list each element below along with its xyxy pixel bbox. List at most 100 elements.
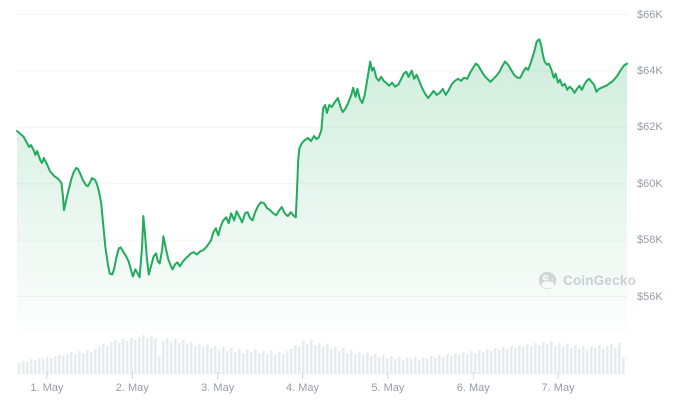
volume-bar — [370, 356, 373, 374]
volume-bar — [574, 345, 577, 374]
volume-bar — [466, 354, 469, 374]
volume-bar — [62, 356, 65, 374]
y-axis-label: $66K — [637, 8, 663, 21]
volume-bar — [530, 346, 533, 374]
volume-bar — [538, 345, 541, 374]
volume-bar — [458, 355, 461, 374]
volume-bar — [106, 346, 109, 374]
volume-bar — [586, 350, 589, 374]
volume-bar — [398, 357, 401, 374]
volume-bar — [146, 338, 149, 374]
price-line — [16, 38, 628, 279]
volume-bar — [270, 351, 273, 374]
volume-bar — [98, 347, 101, 374]
volume-bar — [510, 346, 513, 374]
volume-bar — [502, 347, 505, 374]
volume-bar — [394, 359, 397, 374]
volume-bar — [558, 343, 561, 374]
volume-bar — [138, 337, 141, 374]
volume-bar — [246, 350, 249, 374]
volume-bar — [234, 352, 237, 374]
volume-bar — [286, 351, 289, 374]
volume-bar — [258, 353, 261, 374]
volume-bar — [306, 344, 309, 374]
volume-bar — [326, 344, 329, 374]
volume-bar — [154, 339, 157, 374]
volume-bar — [622, 357, 625, 374]
volume-bar — [450, 356, 453, 374]
volume-bar — [322, 347, 325, 374]
volume-bar — [442, 357, 445, 374]
volume-bar — [162, 341, 165, 374]
volume-bar — [454, 353, 457, 374]
volume-bar — [210, 348, 213, 374]
volume-bar — [94, 349, 97, 374]
volume-bar — [206, 345, 209, 374]
volume-bar — [130, 338, 133, 374]
volume-bar — [570, 348, 573, 374]
volume-bar — [30, 359, 33, 374]
volume-bar — [382, 355, 385, 374]
volume-bar — [170, 342, 173, 374]
volume-bar — [438, 355, 441, 374]
volume-bar — [118, 343, 121, 374]
volume-bar — [254, 349, 257, 374]
volume-bar — [578, 349, 581, 374]
y-axis-label: $60K — [637, 177, 663, 190]
volume-bar — [582, 346, 585, 374]
volume-bar — [550, 341, 553, 374]
volume-bar — [174, 339, 177, 374]
volume-bar — [614, 348, 617, 374]
volume-bar — [18, 363, 21, 374]
volume-bar — [470, 351, 473, 374]
volume-bar — [506, 349, 509, 374]
volume-bar — [74, 354, 77, 374]
volume-bars — [18, 335, 625, 374]
volume-bar — [26, 362, 29, 374]
volume-bar — [198, 344, 201, 374]
volume-bar — [78, 351, 81, 374]
volume-bar — [318, 343, 321, 374]
volume-bar — [242, 353, 245, 374]
volume-bar — [218, 350, 221, 374]
volume-bar — [150, 336, 153, 374]
volume-bar — [126, 341, 129, 374]
volume-bar — [542, 342, 545, 374]
volume-bar — [566, 344, 569, 374]
volume-bar — [278, 352, 281, 374]
volume-bar — [474, 353, 477, 374]
volume-bar — [606, 346, 609, 374]
volume-bar — [178, 343, 181, 374]
volume-bar — [102, 344, 105, 374]
volume-bar — [490, 351, 493, 374]
volume-bar — [282, 354, 285, 374]
volume-bar — [110, 342, 113, 374]
volume-bar — [618, 343, 621, 374]
x-axis-label: 3. May — [201, 382, 235, 394]
volume-bar — [562, 347, 565, 374]
volume-bar — [274, 355, 277, 374]
volume-bar — [478, 350, 481, 374]
volume-bar — [202, 347, 205, 374]
volume-bar — [422, 358, 425, 374]
volume-bar — [498, 350, 501, 374]
volume-bar — [310, 340, 313, 374]
volume-bar — [598, 345, 601, 374]
volume-bar — [46, 357, 49, 374]
volume-bar — [42, 359, 45, 374]
volume-bar — [402, 360, 405, 374]
volume-bar — [250, 352, 253, 374]
volume-bar — [330, 349, 333, 374]
y-axis-label: $58K — [637, 234, 663, 247]
volume-bar — [338, 351, 341, 374]
y-axis-label: $56K — [637, 290, 663, 303]
volume-bar — [378, 357, 381, 374]
volume-bar — [122, 339, 125, 374]
volume-bar — [610, 344, 613, 374]
price-area-fill — [17, 39, 627, 334]
volume-bar — [134, 340, 137, 374]
volume-bar — [518, 345, 521, 374]
y-axis-label: $64K — [637, 64, 663, 77]
